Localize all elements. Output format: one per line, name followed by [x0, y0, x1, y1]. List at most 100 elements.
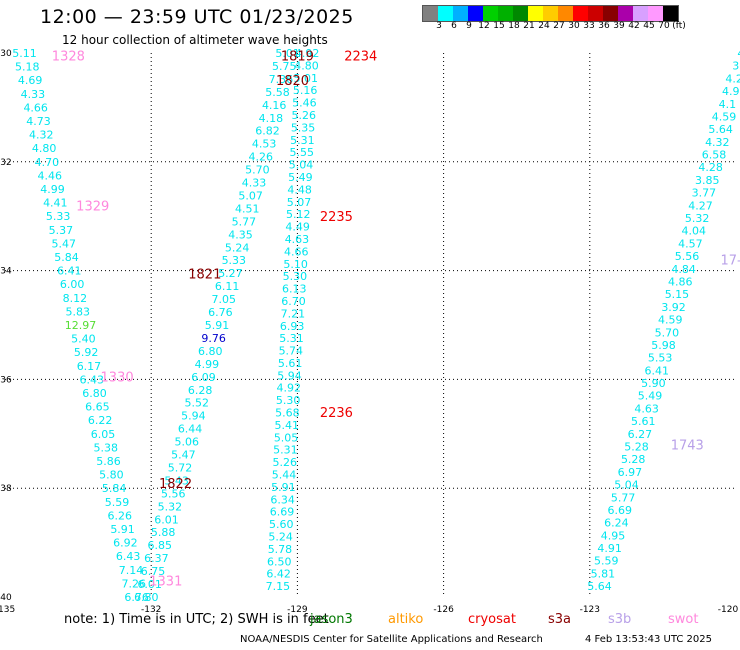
pass-label: 1822: [159, 477, 192, 492]
wave-height-value: 5.10: [283, 258, 308, 271]
wave-height-value: 5.33: [222, 254, 247, 267]
wave-height-value: 6.43: [116, 550, 141, 563]
colorbar-label: 39: [613, 21, 625, 31]
wave-height-value: 5.31: [290, 134, 315, 147]
wave-height-value: 5.27: [218, 267, 243, 280]
wave-height-value: 5.18: [15, 61, 40, 74]
wave-height-value: 5.90: [641, 377, 666, 390]
wave-height-value: 5.59: [594, 555, 619, 568]
wave-height-value: 4.66: [284, 245, 309, 258]
colorbar-label: 15: [493, 21, 505, 31]
wave-height-value: 6.44: [178, 423, 203, 436]
lon-tick-label: -132: [141, 605, 161, 615]
pass-label: 2234: [344, 50, 377, 65]
wave-height-value: 5.70: [245, 164, 270, 177]
wave-height-value: 4.9: [722, 85, 740, 98]
wave-height-value: 5.04: [289, 159, 314, 172]
wave-height-value: 6.85: [148, 539, 173, 552]
wave-height-value: 6.22: [88, 414, 113, 427]
wave-height-value: 6.09: [191, 371, 216, 384]
map-title: 12:00 — 23:59 UTC 01/23/2025: [40, 6, 354, 28]
wave-height-value: 6.24: [604, 517, 629, 530]
wave-height-value: 5.24: [225, 241, 250, 254]
wave-height-value: 3.: [732, 60, 740, 73]
wave-height-value: 4.46: [37, 169, 62, 182]
track-track-a: 5.115.184.694.334.664.734.324.804.704.46…: [12, 47, 149, 604]
wave-height-value: 4.84: [671, 263, 696, 276]
colorbar-swatch: [663, 6, 678, 21]
colorbar-label: 30: [568, 21, 580, 31]
wave-height-value: 5.92: [74, 346, 99, 359]
wave-height-value: 5.84: [102, 482, 127, 495]
wave-height-value: 4.86: [668, 275, 693, 288]
wave-height-value: 5.24: [268, 531, 293, 544]
wave-height-value: 5.86: [96, 455, 121, 468]
wave-height-value: 5.46: [292, 97, 317, 110]
wave-height-value: 5.59: [105, 496, 130, 509]
wave-height-value: 5.41: [274, 419, 299, 432]
lat-tick-label: -30: [0, 49, 12, 59]
wave-height-value: 6.28: [188, 384, 213, 397]
lon-tick-label: -126: [433, 605, 454, 615]
colorbar-swatch: [438, 6, 453, 21]
wave-height-value: 4.16: [262, 99, 287, 112]
wave-height-value: 4.63: [285, 233, 310, 246]
lat-tick-label: -40: [0, 593, 12, 603]
wave-height-value: 5.30: [276, 394, 301, 407]
wave-height-value: 7.14: [119, 564, 144, 577]
wave-height-value: 5.01: [275, 47, 300, 60]
lat-tick-label: -38: [0, 484, 12, 494]
satellite-legend-altiko: altiko: [388, 612, 424, 627]
pass-label: 2235: [320, 210, 353, 225]
wave-height-value: 5.40: [71, 333, 96, 346]
wave-height-value: 6.80: [198, 345, 223, 358]
colorbar-swatch: [528, 6, 543, 21]
pass-label: 1328: [52, 50, 85, 65]
wave-height-value: 5.30: [283, 270, 308, 283]
wave-height-value: 4.32: [29, 129, 54, 142]
wave-height-value: 4.99: [195, 358, 220, 371]
wave-height-value: 6.05: [91, 428, 116, 441]
wave-height-value: 5.26: [272, 456, 297, 469]
wave-height-value: 4.59: [658, 314, 683, 327]
colorbar-swatch: [543, 6, 558, 21]
wave-height-value: 7.26: [122, 577, 147, 590]
wave-height-value: 4.2: [725, 72, 740, 85]
colorbar-swatch: [468, 6, 483, 21]
wave-height-value: 6.97: [618, 466, 643, 479]
wave-height-value: 5.01: [294, 72, 319, 85]
wave-height-value: 5.47: [51, 237, 76, 250]
track-track-b: 5.015.757.365.584.164.186.824.534.265.70…: [134, 47, 300, 604]
colorbar-swatch: [573, 6, 588, 21]
wave-height-value: 6.93: [280, 320, 305, 333]
wave-height-value: 5.49: [638, 390, 663, 403]
wave-height-value: 5.91: [271, 481, 296, 494]
wave-height-value: 7.05: [211, 293, 236, 306]
wave-height-value: 6.58: [702, 149, 727, 162]
colorbar-label: 24: [538, 21, 550, 31]
wave-height-value: 4.33: [242, 177, 267, 190]
wave-height-value: 5.05: [274, 431, 299, 444]
satellite-legend-cryosat: cryosat: [468, 612, 516, 627]
satellite-legend-swot: swot: [668, 612, 699, 627]
wave-height-value: 5.26: [291, 109, 316, 122]
wave-height-value: 4.32: [705, 136, 730, 149]
satellite-legend-jason3: jason3: [310, 612, 353, 627]
colorbar-label: 18: [508, 21, 520, 31]
wave-height-value: 4.51: [235, 202, 260, 215]
wave-height-value: 4.1: [719, 98, 737, 111]
wave-height-value: 5.98: [651, 339, 676, 352]
wave-height-value: 5.94: [277, 369, 302, 382]
wave-height-value: 5.77: [611, 491, 636, 504]
wave-height-value: 7.36: [269, 73, 294, 86]
wave-height-value: 5.04: [614, 479, 639, 492]
wave-height-value: 4.26: [248, 151, 273, 164]
wave-height-value: 4.57: [678, 237, 703, 250]
wave-height-value: 6.82: [255, 125, 280, 138]
colorbar-swatch: [648, 6, 663, 21]
wave-height-value: 6.76: [208, 306, 233, 319]
wave-height-value: 4.18: [259, 112, 284, 125]
wave-height-value: 4.91: [597, 542, 622, 555]
wave-height-value: 6.69: [607, 504, 632, 517]
map-subtitle: 12 hour collection of altimeter wave hei…: [62, 33, 328, 47]
